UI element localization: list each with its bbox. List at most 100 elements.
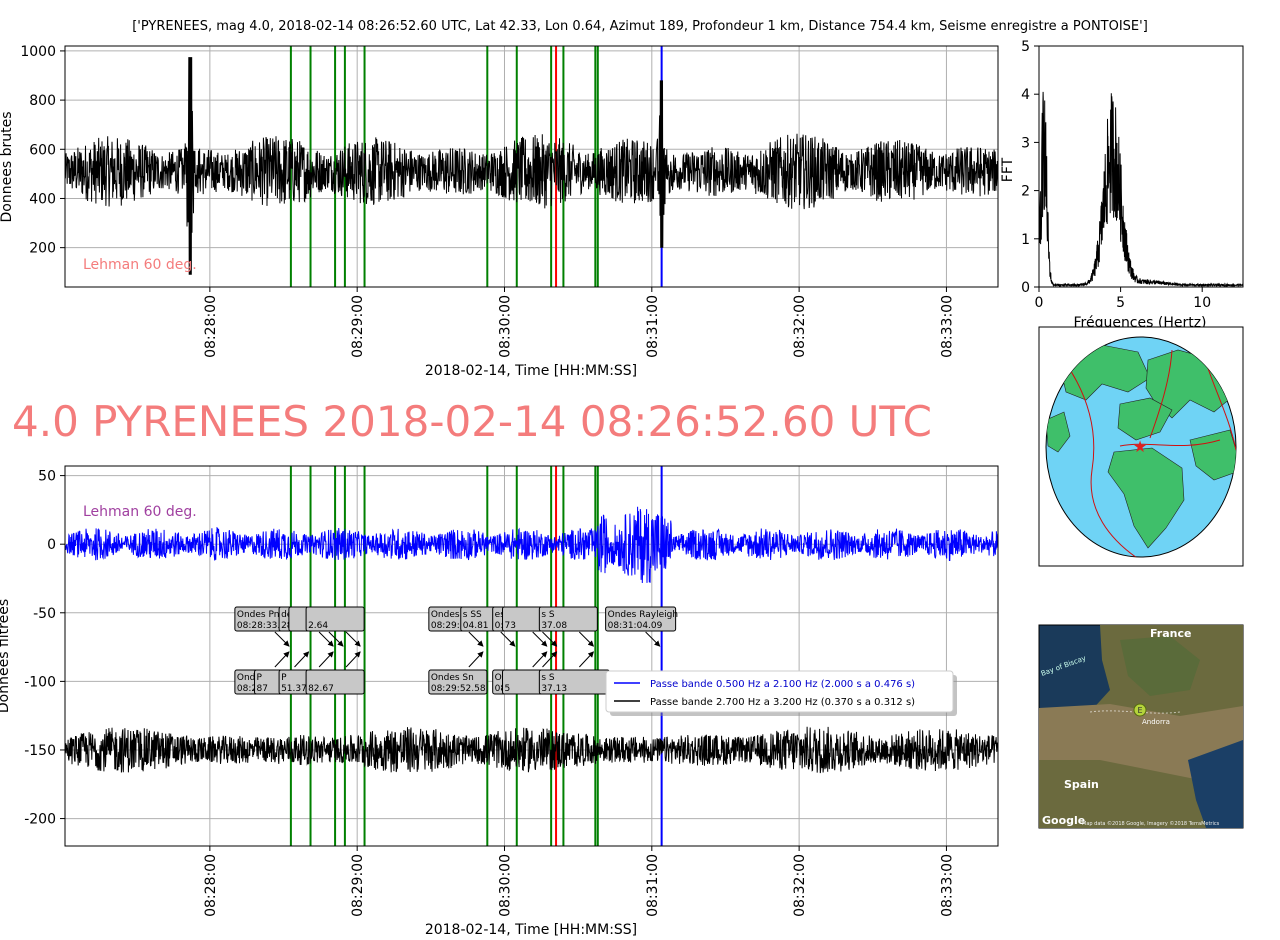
phase-label-time: 82.67 [308,684,334,694]
filtered-ytick-label: -150 [24,743,56,759]
phase-label-arrow [532,631,548,647]
phase-label-time: 87 [257,684,268,694]
globe-map: ★ [1038,326,1244,567]
filtered-data-panel: 50 0 -50 -100 -150 -200 08:28:00 08:29:00 08:30… [0,465,999,938]
phase-label-arrow [318,631,334,647]
phase-label-arrow [578,631,595,647]
filtered-trace-band1 [65,506,998,584]
raw-xtick-label: 08:30:00 [497,295,513,358]
phase-label-name: Ondes Rayleigh [608,610,678,620]
phase-label-arrow [468,651,484,668]
raw-xtick-label: 08:28:00 [203,295,219,358]
phase-label-arrow [274,631,290,647]
raw-y-label: Donnees brutes [0,112,15,223]
filtered-x-ticks: 08:28:00 08:29:00 08:30:00 08:31:00 08:32:00… [203,846,955,917]
phase-label-name: Ondes Sn [431,673,474,683]
phase-label-box: 2.64 [305,606,365,632]
phase-label-time: 08:28:33.35 [237,621,292,631]
filtered-ytick-label: -200 [24,812,56,828]
raw-y-ticks: 200 400 600 800 1000 [20,44,65,257]
phase-label-time: 73 [505,621,516,631]
phase-label-name: Ondes Pn [237,610,280,620]
raw-xtick-label: 08:31:00 [645,295,661,358]
sat-credit: Map data ©2018 Google, Imagery ©2018 Ter… [1082,820,1220,827]
phase-label-arrow [578,651,595,668]
filtered-xtick-label: 08:31:00 [645,854,661,917]
satellite-map: France Bay of Biscay Andorra Spain E Goo… [1038,624,1244,829]
fft-xtick-label: 10 [1193,295,1211,311]
phase-label-arrow [468,631,484,647]
filtered-ytick-label: -100 [24,674,56,690]
raw-trace [65,57,998,275]
phase-label-time: 2.64 [308,621,328,631]
phase-label-time: 51.37 [281,684,307,694]
raw-x-ticks: 08:28:00 08:29:00 08:30:00 08:31:00 08:32:00… [203,287,955,358]
phase-label-time: 37.13 [541,684,567,694]
phase-label-name: Ondes S [431,610,469,620]
filtered-trace-band2 [65,726,998,774]
phase-label-time: 5 [505,684,511,694]
raw-axes-frame [64,45,999,288]
phase-label-arrow [274,651,290,668]
phase-label-arrow [542,651,558,668]
phase-label-arrow [542,631,558,647]
fft-ytick-label: 0 [1021,280,1030,296]
raw-x-label: 2018-02-14, Time [HH:MM:SS] [425,363,637,379]
phase-label-arrow [345,651,361,668]
raw-xtick-label: 08:32:00 [792,295,808,358]
fft-ytick-label: 2 [1021,184,1030,200]
fft-x-ticks: 0 5 10 [1035,287,1211,311]
sat-label-france: France [1150,627,1191,640]
phase-label-time: 04.81 [463,621,489,631]
phase-label-box: s S37.08 [538,606,598,632]
fft-y-label: FFT [1000,157,1016,182]
sat-google-logo: Google [1042,814,1085,827]
phase-label-arrow [328,631,344,647]
fft-xtick-label: 5 [1116,295,1125,311]
fft-ytick-label: 3 [1021,135,1030,151]
filtered-ytick-label: -50 [33,606,56,622]
filtered-xtick-label: 08:30:00 [497,854,513,917]
filtered-axes-frame [64,465,999,847]
raw-ytick-label: 200 [29,241,56,257]
phase-label-name: s S [541,673,555,683]
phase-label-time: 08:29:52.43 [431,621,486,631]
raw-ytick-label: 800 [29,93,56,109]
filtered-y-ticks: 50 0 -50 -100 -150 -200 [24,469,65,828]
raw-ytick-label: 1000 [20,44,56,60]
filtered-xtick-label: 08:33:00 [939,854,955,917]
raw-xtick-label: 08:29:00 [350,295,366,358]
sat-marker-icon [1133,703,1147,717]
figure-title: ['PYRENEES, mag 4.0, 2018-02-14 08:26:52… [132,19,1148,34]
sat-label-andorra: Andorra [1142,718,1170,726]
legend-label-band1: Passe bande 0.500 Hz a 2.100 Hz (2.000 s… [650,679,915,690]
raw-ytick-label: 600 [29,142,56,158]
phase-label-arrow [532,651,548,668]
phase-label-arrow [294,651,310,668]
fft-trace [1039,91,1243,287]
filtered-ytick-label: 0 [47,537,56,553]
epicenter-star-icon: ★ [1133,437,1147,456]
fft-axes-frame [1038,45,1244,288]
phase-label-time: 37.08 [541,621,567,631]
phase-label-name: s SS [463,610,482,620]
filtered-grid [65,466,998,846]
filtered-xtick-label: 08:28:00 [203,854,219,917]
raw-xtick-label: 08:33:00 [939,295,955,358]
phase-label-time: 08:31:04.09 [608,621,663,631]
fft-y-ticks: 0 1 2 3 4 5 [1021,39,1039,296]
phase-label-name: P [281,673,287,683]
filtered-legend: Passe bande 0.500 Hz a 2.100 Hz (2.000 s… [605,670,957,716]
fft-ytick-label: 5 [1021,39,1030,55]
phase-label-arrow [500,631,516,647]
raw-ytick-label: 400 [29,191,56,207]
phase-label-name: P [257,673,263,683]
phase-label-arrow [318,651,334,668]
fft-xtick-label: 0 [1035,295,1044,311]
phase-label-time: 08:29:52.58 [431,684,486,694]
filtered-lehman-annotation: Lehman 60 deg. [83,504,197,520]
